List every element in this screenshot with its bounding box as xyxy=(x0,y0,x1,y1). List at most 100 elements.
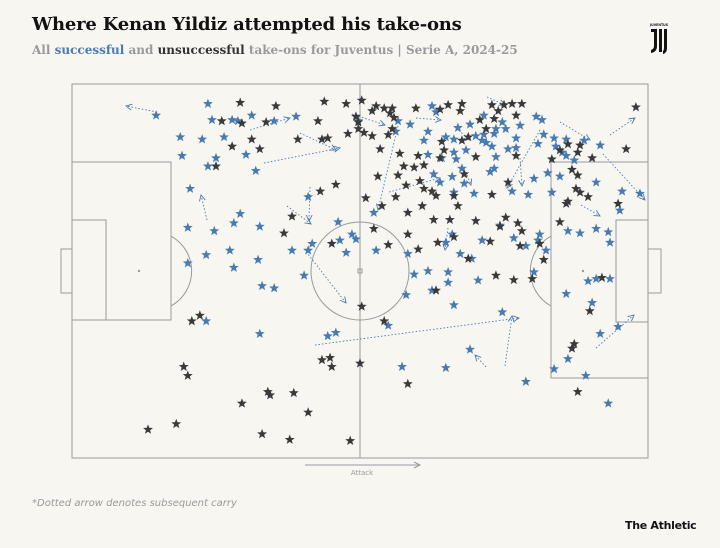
successful-takeon-star xyxy=(341,247,352,257)
successful-takeon-star xyxy=(250,165,261,175)
unsuccessful-takeon-star xyxy=(554,216,565,227)
unsuccessful-takeon-star xyxy=(387,103,398,113)
unsuccessful-takeon-star xyxy=(463,253,474,263)
successful-takeon-star xyxy=(303,245,314,255)
successful-takeon-star xyxy=(253,254,263,264)
unsuccessful-takeon-star xyxy=(621,143,632,154)
unsuccessful-takeon-star xyxy=(575,187,585,197)
unsuccessful-takeon-star xyxy=(427,186,437,196)
unsuccessful-takeon-star xyxy=(279,228,289,238)
unsuccessful-takeon-star xyxy=(317,134,327,144)
successful-takeon-star xyxy=(269,115,280,126)
unsuccessful-takeon-star xyxy=(567,343,577,353)
successful-takeon-star xyxy=(481,137,492,147)
successful-takeon-star xyxy=(211,152,221,163)
successful-takeon-star xyxy=(182,257,193,268)
successful-takeon-star xyxy=(554,171,565,181)
successful-takeon-star xyxy=(569,155,580,165)
unsuccessful-takeon-star xyxy=(515,240,526,251)
unsuccessful-takeon-star xyxy=(413,244,424,254)
successful-takeon-star xyxy=(201,249,212,260)
successful-takeon-star xyxy=(489,163,500,173)
unsuccessful-takeon-star xyxy=(143,424,153,434)
successful-takeon-star xyxy=(461,145,471,155)
successful-takeon-star xyxy=(534,229,545,239)
unsuccessful-takeon-star xyxy=(385,107,395,118)
unsuccessful-takeon-star xyxy=(572,386,583,397)
unsuccessful-takeon-star xyxy=(326,361,337,371)
unsuccessful-takeon-star xyxy=(431,285,441,295)
successful-takeon-star xyxy=(542,167,553,178)
carry-arrow xyxy=(465,171,471,185)
attack-direction: Attack xyxy=(305,461,422,477)
unsuccessful-takeon-star xyxy=(376,200,387,211)
unsuccessful-takeon-star xyxy=(383,239,394,250)
unsuccessful-takeon-star xyxy=(562,196,573,206)
juventus-crest-icon: JUVENTUS xyxy=(649,23,669,54)
successful-takeon-star xyxy=(537,114,547,125)
successful-takeon-star xyxy=(405,119,416,129)
pitch-markings xyxy=(60,83,662,459)
successful-takeon-star xyxy=(469,188,479,198)
unsuccessful-takeon-star xyxy=(436,136,447,146)
successful-takeon-star xyxy=(334,235,345,245)
subtitle-prefix: All xyxy=(32,43,51,57)
successful-takeon-star xyxy=(291,111,302,121)
successful-takeon-star xyxy=(232,115,243,126)
successful-takeon-star xyxy=(443,266,454,277)
right-penalty-area xyxy=(550,161,649,379)
unsuccessful-takeon-star xyxy=(389,112,399,122)
chart-title: Where Kenan Yildiz attempted his take-on… xyxy=(32,14,462,35)
unsuccessful-takeon-star xyxy=(315,186,326,196)
successful-takeon-star xyxy=(473,275,484,285)
successful-takeon-star xyxy=(595,140,606,150)
successful-takeon-star xyxy=(330,327,341,337)
successful-takeon-star xyxy=(500,123,511,134)
unsuccessful-takeon-star xyxy=(330,179,341,189)
unsuccessful-takeon-star xyxy=(355,358,365,368)
successful-takeon-star xyxy=(201,315,212,326)
left-penalty-spot xyxy=(137,269,141,273)
successful-takeon-star xyxy=(151,110,162,120)
successful-takeon-star xyxy=(605,273,615,284)
successful-takeon-star xyxy=(550,141,561,151)
successful-takeon-star xyxy=(511,133,522,143)
unsuccessful-takeon-star xyxy=(444,214,455,224)
successful-takeon-star xyxy=(562,225,573,236)
successful-takeon-star xyxy=(561,134,572,144)
unsuccessful-takeon-star xyxy=(448,190,459,201)
unsuccessful-takeon-star xyxy=(428,214,439,224)
successful-takeon-star xyxy=(533,235,543,245)
unsuccessful-takeon-star xyxy=(486,189,497,199)
successful-takeon-star xyxy=(209,225,220,236)
unsuccessful-takeon-star xyxy=(571,183,581,193)
carry-arrow xyxy=(504,316,512,367)
left-penalty-area xyxy=(71,161,172,321)
successful-takeon-star xyxy=(440,131,451,142)
successful-takeon-star xyxy=(390,126,401,136)
carry-arrows xyxy=(126,96,645,368)
unsuccessful-takeon-star xyxy=(171,418,182,429)
successful-takeon-star xyxy=(397,361,407,371)
unsuccessful-takeon-star xyxy=(375,143,386,154)
successful-takeon-star xyxy=(478,110,489,120)
successful-takeon-star xyxy=(497,306,508,317)
successful-takeon-star xyxy=(490,123,501,134)
successful-takeon-star xyxy=(579,135,590,145)
successful-takeon-star xyxy=(603,398,614,408)
successful-takeon-star xyxy=(427,100,437,111)
successful-takeon-star xyxy=(448,134,459,144)
successful-takeon-star xyxy=(562,353,573,364)
successful-takeon-star xyxy=(431,106,441,117)
chart-subtitle: All successful and unsuccessful take-ons… xyxy=(32,43,518,57)
subtitle-unsuccessful: unsuccessful xyxy=(157,43,245,57)
successful-takeon-star xyxy=(591,273,602,284)
unsuccessful-takeon-star xyxy=(178,361,189,371)
unsuccessful-takeon-star xyxy=(511,110,522,120)
unsuccessful-takeon-star xyxy=(317,354,327,365)
successful-takeon-star xyxy=(575,228,585,238)
successful-takeon-star xyxy=(368,207,379,217)
unsuccessful-takeon-star xyxy=(356,301,367,311)
unsuccessful-takeon-star xyxy=(414,175,425,186)
